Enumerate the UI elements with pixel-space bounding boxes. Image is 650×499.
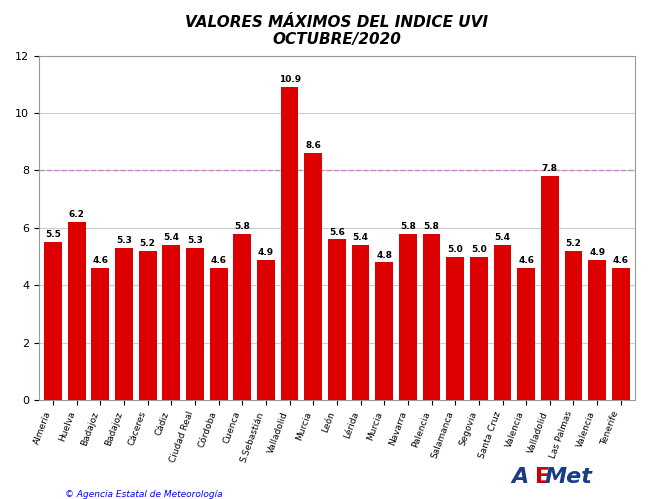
Text: 5.3: 5.3 [116, 236, 132, 245]
Bar [139, 251, 157, 400]
Text: 4.6: 4.6 [518, 256, 534, 265]
Text: 4.8: 4.8 [376, 250, 392, 259]
Bar [68, 222, 86, 400]
Title: VALORES MÁXIMOS DEL INDICE UVI
OCTUBRE/2020: VALORES MÁXIMOS DEL INDICE UVI OCTUBRE/2… [185, 15, 488, 47]
Bar [233, 234, 251, 400]
Text: 4.6: 4.6 [613, 256, 629, 265]
Text: 5.4: 5.4 [163, 234, 179, 243]
Text: 5.2: 5.2 [140, 239, 155, 248]
Bar [328, 240, 346, 400]
Bar [541, 176, 559, 400]
Text: 7.8: 7.8 [542, 164, 558, 173]
Bar [281, 87, 298, 400]
Bar [493, 245, 512, 400]
Bar [422, 234, 441, 400]
Bar [352, 245, 369, 400]
Bar [375, 262, 393, 400]
Text: © Agencia Estatal de Meteorología: © Agencia Estatal de Meteorología [65, 490, 222, 499]
Bar [447, 256, 464, 400]
Bar [257, 259, 275, 400]
Text: 4.9: 4.9 [258, 248, 274, 256]
Text: 5.8: 5.8 [424, 222, 439, 231]
Bar [210, 268, 228, 400]
Text: 8.6: 8.6 [306, 141, 321, 150]
Text: 5.4: 5.4 [352, 234, 369, 243]
Text: A: A [512, 467, 528, 487]
Text: 4.9: 4.9 [589, 248, 605, 256]
Text: 5.4: 5.4 [495, 234, 510, 243]
Bar [92, 268, 109, 400]
Text: 5.8: 5.8 [235, 222, 250, 231]
Bar [399, 234, 417, 400]
Bar [470, 256, 488, 400]
Text: 5.3: 5.3 [187, 236, 203, 245]
Text: 5.0: 5.0 [471, 245, 487, 254]
Text: 5.8: 5.8 [400, 222, 416, 231]
Bar [565, 251, 582, 400]
Text: 10.9: 10.9 [279, 75, 301, 84]
Bar [162, 245, 180, 400]
Text: 5.5: 5.5 [45, 231, 61, 240]
Bar [517, 268, 535, 400]
Text: 5.0: 5.0 [447, 245, 463, 254]
Bar [612, 268, 630, 400]
Text: 4.6: 4.6 [211, 256, 227, 265]
Text: 5.6: 5.6 [329, 228, 345, 237]
Text: Met: Met [545, 467, 593, 487]
Bar [304, 153, 322, 400]
Bar [186, 248, 204, 400]
Text: E: E [535, 467, 551, 487]
Text: 6.2: 6.2 [69, 210, 84, 220]
Bar [44, 243, 62, 400]
Bar [115, 248, 133, 400]
Text: 5.2: 5.2 [566, 239, 582, 248]
Bar [588, 259, 606, 400]
Text: 4.6: 4.6 [92, 256, 109, 265]
